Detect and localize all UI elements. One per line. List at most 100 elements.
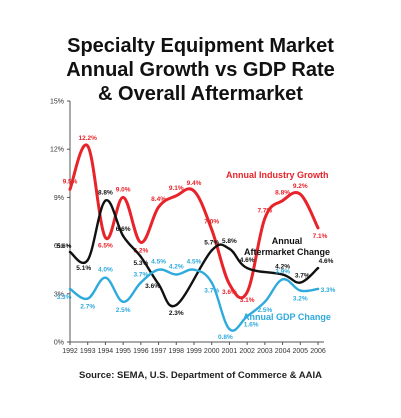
data-point-annual-industry-growth	[192, 189, 196, 193]
data-label-annual-aftermarket-change: 4.6%	[240, 257, 255, 264]
data-point-annual-industry-growth	[245, 290, 249, 294]
chart-title: Specialty Equipment Market Annual Growth…	[0, 34, 401, 106]
data-point-annual-aftermarket-change	[281, 273, 284, 276]
data-point-annual-aftermarket-change	[157, 282, 160, 286]
data-label-annual-industry-growth: 3.1%	[240, 297, 255, 304]
title-line-2: Annual Growth vs GDP Rate	[66, 59, 335, 81]
x-tick-label: 2001	[222, 348, 238, 355]
data-point-annual-aftermarket-change	[316, 266, 320, 270]
data-point-annual-industry-growth	[104, 236, 107, 239]
data-point-annual-gdp-change	[175, 273, 178, 276]
x-tick-label: 2000	[204, 348, 220, 355]
data-point-annual-gdp-change	[121, 300, 125, 304]
data-point-annual-aftermarket-change	[104, 199, 107, 202]
source-note: Source: SEMA, U.S. Department of Commerc…	[79, 370, 322, 381]
data-point-annual-aftermarket-change	[175, 303, 178, 307]
data-point-annual-gdp-change	[192, 268, 196, 271]
series-name-annual-aftermarket-change: Annual Aftermarket Change	[244, 236, 330, 257]
data-point-annual-industry-growth	[299, 192, 302, 196]
data-point-annual-industry-growth	[175, 194, 178, 197]
data-point-annual-gdp-change	[210, 281, 213, 284]
data-point-annual-aftermarket-change	[245, 266, 249, 270]
data-label-annual-aftermarket-change: 6.6%	[116, 226, 131, 233]
data-point-annual-industry-growth	[157, 205, 160, 209]
data-point-annual-industry-growth	[228, 282, 231, 286]
data-label-annual-aftermarket-change: 5.3%	[133, 260, 148, 267]
x-tick-label: 1995	[115, 348, 131, 355]
data-point-annual-aftermarket-change	[86, 258, 89, 262]
y-tick-label: 3%	[54, 291, 64, 298]
data-point-annual-industry-growth	[281, 199, 284, 202]
data-label-annual-aftermarket-change: 4.2%	[275, 264, 290, 271]
data-label-annual-industry-growth: 8.8%	[275, 190, 290, 197]
data-label-annual-aftermarket-change: 5.7%	[204, 239, 219, 246]
data-point-annual-gdp-change	[86, 297, 89, 300]
x-tick-label: 2005	[292, 348, 308, 355]
data-label-annual-gdp-change: 0.8%	[218, 334, 233, 341]
data-label-annual-gdp-change: 3.7%	[204, 288, 219, 295]
data-label-annual-aftermarket-change: 5.1%	[76, 265, 91, 272]
data-label-annual-industry-growth: 9.4%	[187, 180, 202, 187]
data-point-annual-aftermarket-change	[210, 249, 213, 252]
data-point-annual-gdp-change	[228, 327, 231, 331]
data-point-annual-industry-growth	[121, 196, 125, 199]
x-tick-label: 1997	[151, 348, 167, 355]
data-label-annual-aftermarket-change: 5.6%	[57, 243, 72, 250]
data-label-annual-gdp-change: 2.5%	[257, 307, 272, 314]
title-line-3: & Overall Aftermarket	[98, 83, 303, 105]
data-label-annual-aftermarket-change: 5.8%	[222, 238, 237, 245]
data-label-annual-aftermarket-change: 4.6%	[319, 258, 334, 265]
data-point-annual-gdp-change	[299, 289, 302, 292]
series-name-annual-industry-growth: Annual Industry Growth	[226, 170, 329, 180]
y-tick-label: 12%	[50, 147, 64, 154]
data-label-annual-gdp-change: 1.6%	[244, 321, 259, 328]
data-point-annual-gdp-change	[104, 276, 107, 279]
data-label-annual-industry-growth: 9.2%	[293, 183, 308, 190]
data-label-annual-gdp-change: 3.2%	[293, 296, 308, 303]
data-point-annual-gdp-change	[139, 281, 143, 284]
data-label-annual-gdp-change: 4.5%	[187, 259, 202, 266]
title-line-1: Specialty Equipment Market	[67, 35, 334, 57]
data-point-annual-aftermarket-change	[68, 250, 72, 254]
data-label-annual-gdp-change: 3.9%	[275, 268, 290, 275]
x-tick-label: 1996	[133, 348, 149, 355]
x-tick-label: 2002	[239, 348, 255, 355]
data-label-annual-aftermarket-change: 3.6%	[145, 283, 160, 290]
data-point-annual-industry-growth	[316, 226, 320, 230]
data-point-annual-industry-growth	[210, 228, 213, 231]
data-point-annual-aftermarket-change	[228, 247, 231, 251]
data-label-annual-industry-growth: 7.0%	[204, 219, 219, 226]
data-label-annual-aftermarket-change: 8.8%	[98, 190, 113, 197]
data-point-annual-gdp-change	[281, 278, 284, 281]
data-point-annual-gdp-change	[68, 287, 72, 291]
x-tick-label: 2004	[275, 348, 291, 355]
data-point-annual-industry-growth	[263, 217, 267, 220]
x-tick-label: 1998	[168, 348, 184, 355]
data-point-annual-aftermarket-change	[299, 281, 302, 284]
data-point-annual-gdp-change	[157, 268, 160, 271]
data-label-annual-industry-growth: 6.2%	[133, 247, 148, 254]
data-label-annual-industry-growth: 7.1%	[313, 233, 328, 240]
data-label-annual-gdp-change: 2.7%	[80, 304, 95, 311]
data-point-annual-industry-growth	[68, 188, 72, 191]
x-tick-label: 2006	[310, 348, 326, 355]
data-label-annual-industry-growth: 6.5%	[98, 243, 113, 250]
y-tick-label: 6%	[54, 243, 64, 250]
data-label-annual-gdp-change: 2.5%	[116, 307, 131, 314]
data-point-annual-industry-growth	[86, 144, 89, 148]
data-label-annual-gdp-change: 4.0%	[98, 267, 113, 274]
data-label-annual-industry-growth: 8.4%	[151, 196, 166, 203]
data-point-annual-aftermarket-change	[121, 234, 125, 238]
x-tick-label: 2003	[257, 348, 273, 355]
data-label-annual-industry-growth: 3.6%	[222, 289, 237, 296]
y-tick-label: 9%	[54, 195, 64, 202]
data-label-annual-gdp-change: 4.2%	[169, 264, 184, 271]
data-point-annual-gdp-change	[316, 287, 320, 291]
data-label-annual-aftermarket-change: 2.3%	[169, 310, 184, 317]
data-label-annual-gdp-change: 3.3%	[57, 294, 72, 301]
y-tick-label: 0%	[54, 340, 64, 347]
y-tick-label: 15%	[50, 99, 64, 106]
series-name-annual-gdp-change: Annual GDP Change	[243, 312, 331, 322]
data-label-annual-industry-growth: 7.7%	[257, 207, 272, 214]
